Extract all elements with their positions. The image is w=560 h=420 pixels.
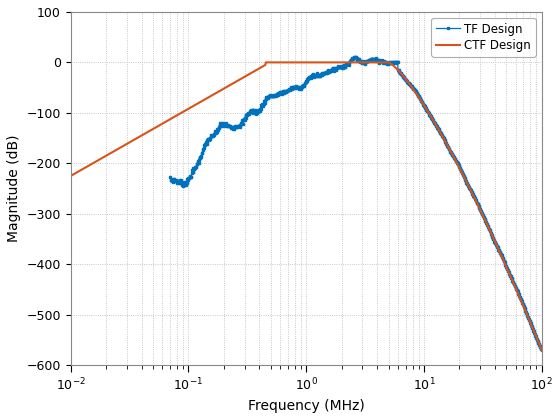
TF Design [449, 152, 456, 157]
CTF Design [96, 157, 103, 162]
CTF Design [354, 60, 361, 65]
TF Design [404, 80, 410, 85]
Line: TF Design: TF Design [169, 56, 543, 351]
CTF Design [67, 173, 74, 178]
TF Design [487, 231, 494, 236]
TF Design [383, 60, 390, 65]
TF Design [352, 54, 358, 59]
Legend: TF Design, CTF Design: TF Design, CTF Design [431, 18, 536, 57]
Y-axis label: Magnitude (dB): Magnitude (dB) [7, 135, 21, 242]
CTF Design [368, 60, 375, 65]
TF Design [190, 169, 197, 174]
TF Design [393, 60, 400, 65]
X-axis label: Frequency (MHz): Frequency (MHz) [248, 399, 365, 413]
TF Design [538, 347, 545, 352]
Line: CTF Design: CTF Design [71, 63, 542, 350]
CTF Design [474, 200, 480, 205]
CTF Design [263, 60, 269, 65]
TF Design [167, 175, 174, 180]
CTF Design [342, 60, 348, 65]
CTF Design [425, 110, 432, 115]
CTF Design [538, 347, 545, 352]
